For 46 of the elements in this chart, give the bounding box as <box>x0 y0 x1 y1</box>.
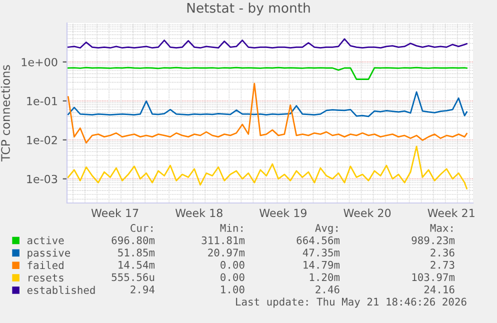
text: 555.56u <box>112 273 154 282</box>
text: 664.56m <box>296 236 340 244</box>
y-axis-title: TCP connections <box>0 65 10 162</box>
y-tick-label: 1e-01 <box>27 96 57 106</box>
line-series <box>68 91 468 118</box>
x-tick-label: Week 18 <box>175 208 222 218</box>
text: Last update: Thu May 21 18:46:26 2026 <box>236 298 466 308</box>
text: 20.97m <box>208 248 245 257</box>
text: 989.23m <box>412 236 455 244</box>
x-tick-label: Week 21 <box>428 208 474 218</box>
x-tick-label: Week 20 <box>344 208 391 218</box>
legend-label: established <box>27 286 95 294</box>
x-tick-label: Week 19 <box>260 208 306 218</box>
text: 2.73 <box>430 260 454 269</box>
text: 1.20m <box>310 273 340 282</box>
text: 311.81m <box>202 236 245 244</box>
text: 14.79m <box>304 260 340 269</box>
legend-label: passive <box>28 248 70 259</box>
x-tick-label: Week 17 <box>91 208 138 218</box>
text: Cur: <box>130 224 152 232</box>
y-tick-label: 1e-02 <box>27 136 57 144</box>
text: 47.35m <box>302 248 340 257</box>
text: 696.80m <box>112 236 155 244</box>
text: 51.85m <box>118 248 155 257</box>
legend-label: resets <box>28 274 64 282</box>
text: Max: <box>430 224 452 232</box>
text: Min: <box>220 224 242 232</box>
text: 14.54m <box>118 261 155 269</box>
text: Avg: <box>315 224 338 234</box>
text: 2.36 <box>430 248 454 257</box>
text: 24.16 <box>424 286 454 294</box>
y-tick-label: 1e-03 <box>27 174 58 184</box>
text: 103.97m <box>412 273 455 282</box>
line-series <box>68 82 468 144</box>
text: 1.00 <box>221 286 244 294</box>
text: 0.00 <box>220 260 244 269</box>
text: 2.46 <box>316 286 340 294</box>
text: 0.00 <box>220 273 244 282</box>
line-series <box>68 146 468 190</box>
line-series <box>68 38 468 49</box>
y-tick-label: 1e+00 <box>22 58 58 66</box>
text: 2.94 <box>130 286 155 294</box>
legend-label: active <box>27 236 64 244</box>
chart-title: Netstat - by month <box>187 2 310 16</box>
legend-label: failed <box>28 261 64 270</box>
line-series <box>68 66 468 80</box>
